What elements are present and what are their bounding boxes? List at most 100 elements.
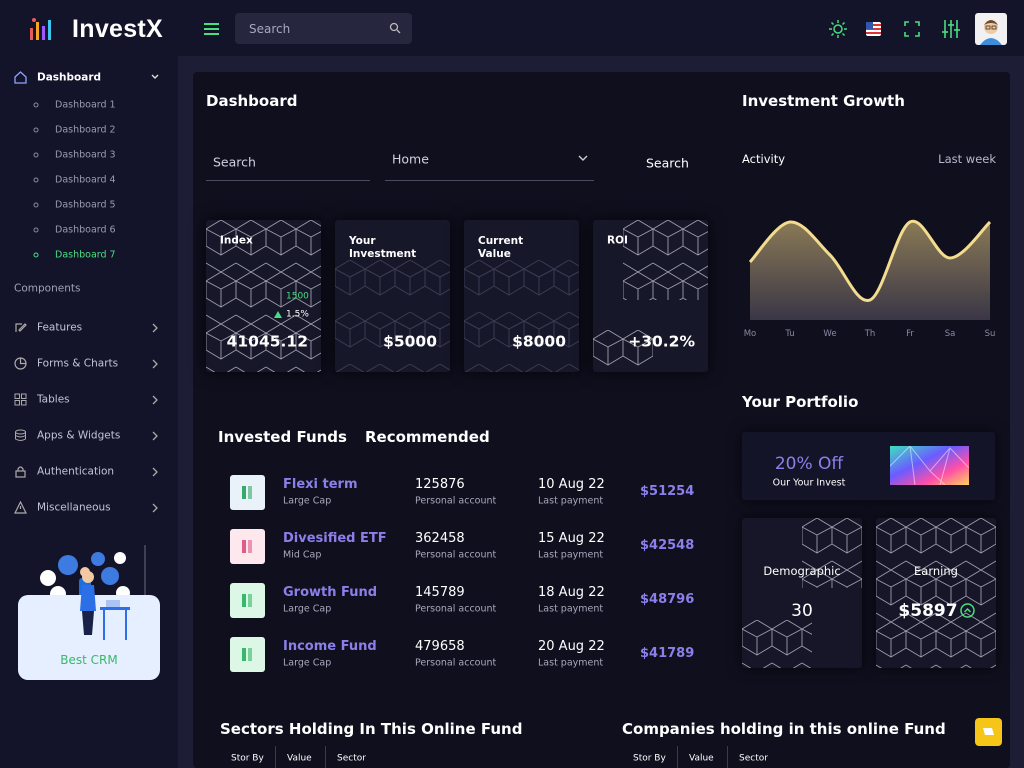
filter-search[interactable]: Search [213, 154, 256, 170]
nav-chevron[interactable] [151, 359, 159, 369]
card-pattern-shape [464, 260, 579, 372]
stat-card-change: 1.5% [286, 309, 309, 320]
help-icon-shape [983, 728, 994, 735]
user-avatar[interactable] [975, 13, 1007, 45]
promo-figure-shape [80, 585, 96, 611]
nav-chevron[interactable] [151, 503, 159, 513]
search-icon[interactable] [389, 22, 401, 34]
card-pattern-shape [335, 260, 450, 372]
promo-figure-shape [100, 607, 130, 610]
chart-period[interactable]: Last week [938, 152, 996, 167]
fund-date: 18 Aug 22 [538, 585, 605, 601]
nav-chevron-shape [151, 74, 159, 79]
nav-icon[interactable] [14, 321, 27, 334]
fund-icon[interactable] [230, 637, 265, 672]
nav-sub-dot [33, 202, 39, 208]
offer-image [890, 446, 969, 485]
table-header[interactable]: Value [287, 753, 312, 764]
promo-illustration-shape [114, 552, 126, 564]
nav-chevron-shape [152, 395, 158, 405]
card-pattern-shape [802, 518, 862, 588]
nav-item[interactable]: Authentication [37, 465, 115, 478]
brand-logo-shape [42, 26, 45, 40]
table-header[interactable]: Sector [739, 753, 768, 764]
help-icon[interactable] [982, 726, 995, 738]
nav-chevron[interactable] [151, 395, 159, 405]
nav-chevron[interactable] [151, 467, 159, 477]
nav-icon[interactable] [14, 501, 27, 514]
nav-icon[interactable] [14, 465, 27, 478]
nav-chevron[interactable] [151, 73, 159, 81]
promo-figure-shape [103, 610, 105, 640]
nav-sub-dot [33, 102, 39, 108]
nav-icon[interactable] [14, 393, 27, 406]
fund-icon-shape [230, 637, 265, 672]
nav-item[interactable]: Tables [37, 393, 70, 406]
nav-item[interactable]: Dashboard [37, 71, 102, 84]
card-pattern [464, 260, 579, 372]
table-header[interactable]: Stor By [633, 753, 666, 764]
fund-icon[interactable] [230, 475, 265, 510]
nav-item[interactable]: Forms & Charts [37, 357, 119, 370]
nav-icon-shape [15, 323, 27, 332]
promo-label[interactable]: Best CRM [60, 652, 118, 667]
column-divider [275, 746, 276, 768]
nav-chevron[interactable] [151, 323, 159, 333]
fund-name[interactable]: Growth Fund [283, 585, 378, 601]
menu-toggle-shape [204, 23, 219, 25]
nav-sub-item[interactable]: Dashboard 1 [55, 99, 116, 111]
fund-icon-shape [242, 540, 246, 553]
filter-select[interactable]: Home [392, 151, 429, 167]
fund-account-number: 479658 [415, 639, 465, 655]
menu-toggle-shape [204, 28, 219, 30]
nav-chevron[interactable] [151, 431, 159, 441]
header-search-placeholder[interactable]: Search [249, 21, 291, 36]
nav-sub-item[interactable]: Dashboard 2 [55, 124, 116, 136]
area-line [748, 219, 992, 302]
fullscreen-toggle[interactable] [904, 21, 920, 37]
table-header[interactable]: Value [689, 753, 714, 764]
fund-date: 10 Aug 22 [538, 477, 605, 493]
card-pattern-shape [623, 220, 708, 300]
nav-item[interactable]: Miscellaneous [37, 501, 111, 514]
nav-item[interactable]: Features [37, 321, 83, 334]
nav-icon[interactable] [14, 357, 27, 370]
fund-icon[interactable] [230, 529, 265, 564]
table-header[interactable]: Sector [337, 753, 366, 764]
fund-icon[interactable] [230, 583, 265, 618]
tab[interactable]: Recommended [365, 428, 490, 446]
nav-sub-item[interactable]: Dashboard 3 [55, 149, 116, 161]
fund-name[interactable]: Income Fund [283, 639, 377, 655]
table-header[interactable]: Stor By [231, 753, 264, 764]
promo-illustration-shape [101, 567, 119, 585]
nav-item[interactable]: Apps & Widgets [37, 429, 121, 442]
select-chevron[interactable] [578, 155, 588, 163]
nav-sub-item[interactable]: Dashboard 6 [55, 224, 116, 236]
card-pattern [802, 518, 862, 588]
offer-image-shape [890, 446, 969, 485]
language-flag[interactable] [866, 22, 881, 36]
change-arrow [274, 311, 282, 318]
fund-name[interactable]: Divesified ETF [283, 531, 387, 547]
card-pattern [593, 330, 653, 372]
filter-button[interactable]: Search [646, 155, 689, 171]
nav-sub-item[interactable]: Dashboard 7 [55, 249, 116, 261]
nav-sub-item[interactable]: Dashboard 5 [55, 199, 116, 211]
nav-icon-shape [14, 393, 20, 399]
header-search[interactable] [235, 13, 412, 44]
tab[interactable]: Invested Funds [218, 428, 347, 446]
nav-icon-home[interactable] [14, 71, 27, 84]
settings-sliders[interactable] [942, 20, 960, 38]
fund-account-number: 145789 [415, 585, 465, 601]
promo-figure-shape [82, 571, 94, 583]
nav-icon[interactable] [14, 429, 27, 442]
nav-chevron-shape [152, 359, 158, 369]
menu-toggle[interactable] [204, 22, 220, 36]
theme-toggle[interactable] [829, 20, 847, 38]
brand-logo-shape [30, 28, 33, 40]
fund-name[interactable]: Flexi term [283, 477, 358, 493]
brand-logo-shape [48, 20, 51, 40]
fund-icon-shape [248, 594, 252, 607]
nav-sub-item[interactable]: Dashboard 4 [55, 174, 116, 186]
